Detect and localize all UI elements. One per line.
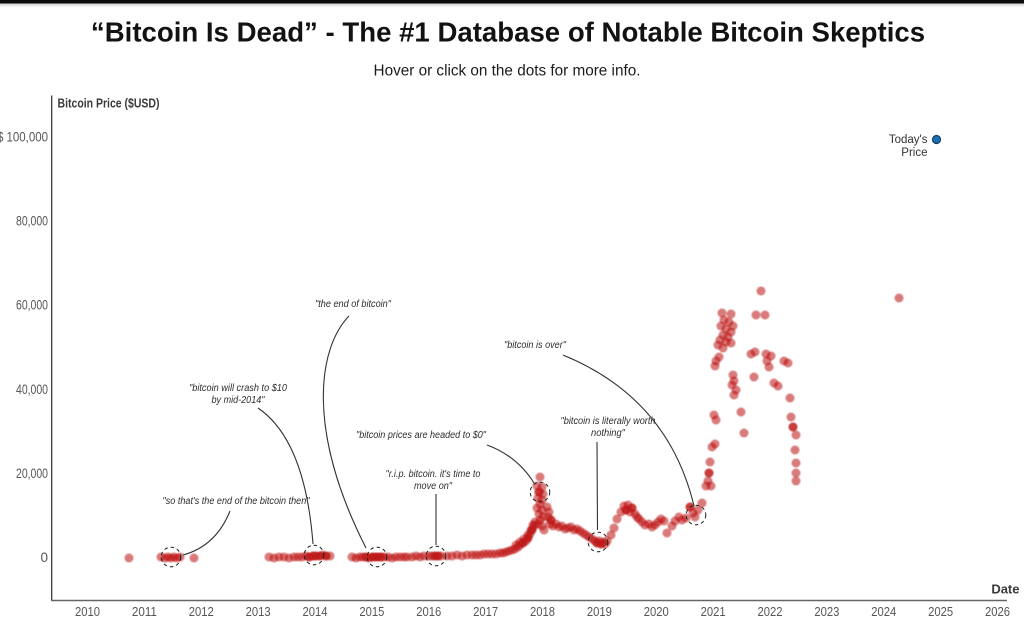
svg-text:2016: 2016 (416, 604, 441, 619)
svg-text:2014: 2014 (303, 604, 328, 619)
svg-text:Bitcoin Price ($USD): Bitcoin Price ($USD) (58, 97, 160, 111)
svg-text:2010: 2010 (75, 604, 100, 619)
svg-text:“Bitcoin Is Dead” - The #1 Dat: “Bitcoin Is Dead” - The #1 Database of N… (91, 17, 925, 48)
svg-text:2017: 2017 (473, 604, 498, 619)
svg-text:2024: 2024 (871, 604, 896, 619)
svg-text:2019: 2019 (587, 604, 612, 619)
svg-text:"the end of bitcoin": "the end of bitcoin" (315, 299, 391, 310)
svg-text:2021: 2021 (701, 604, 726, 619)
svg-text:2015: 2015 (359, 604, 384, 619)
svg-text:2018: 2018 (530, 604, 555, 619)
svg-text:Date: Date (991, 582, 1019, 597)
svg-text:Today's: Today's (889, 134, 928, 146)
svg-text:80,000: 80,000 (16, 214, 48, 229)
svg-text:Hover or click on the dots for: Hover or click on the dots for more info… (374, 63, 641, 80)
svg-text:2022: 2022 (758, 604, 783, 619)
svg-text:40,000: 40,000 (16, 382, 48, 397)
svg-text:"bitcoin prices are headed to: "bitcoin prices are headed to $0" (356, 430, 486, 441)
svg-text:2023: 2023 (814, 604, 839, 619)
svg-text:"bitcoin is literally worth: "bitcoin is literally worth (561, 416, 656, 427)
svg-text:$ 100,000: $ 100,000 (0, 129, 48, 144)
svg-text:Price: Price (901, 147, 927, 159)
svg-text:nothing": nothing" (591, 428, 625, 439)
svg-text:2020: 2020 (644, 604, 669, 619)
svg-text:by mid-2014": by mid-2014" (212, 395, 265, 406)
svg-text:2011: 2011 (132, 604, 157, 619)
svg-text:2025: 2025 (928, 604, 953, 619)
svg-text:move on": move on" (414, 481, 452, 492)
svg-text:"bitcoin is over": "bitcoin is over" (504, 340, 566, 351)
svg-text:"r.i.p. bitcoin. it's time to: "r.i.p. bitcoin. it's time to (386, 469, 481, 480)
svg-text:2026: 2026 (985, 604, 1010, 619)
svg-text:20,000: 20,000 (16, 466, 48, 481)
svg-text:"bitcoin will crash to $10: "bitcoin will crash to $10 (189, 383, 287, 394)
svg-text:2013: 2013 (246, 604, 271, 619)
svg-text:"so that's the end of the bitc: "so that's the end of the bitcoin then" (163, 496, 310, 507)
svg-text:0: 0 (40, 550, 48, 565)
svg-text:2012: 2012 (189, 604, 214, 619)
svg-text:60,000: 60,000 (16, 298, 48, 313)
